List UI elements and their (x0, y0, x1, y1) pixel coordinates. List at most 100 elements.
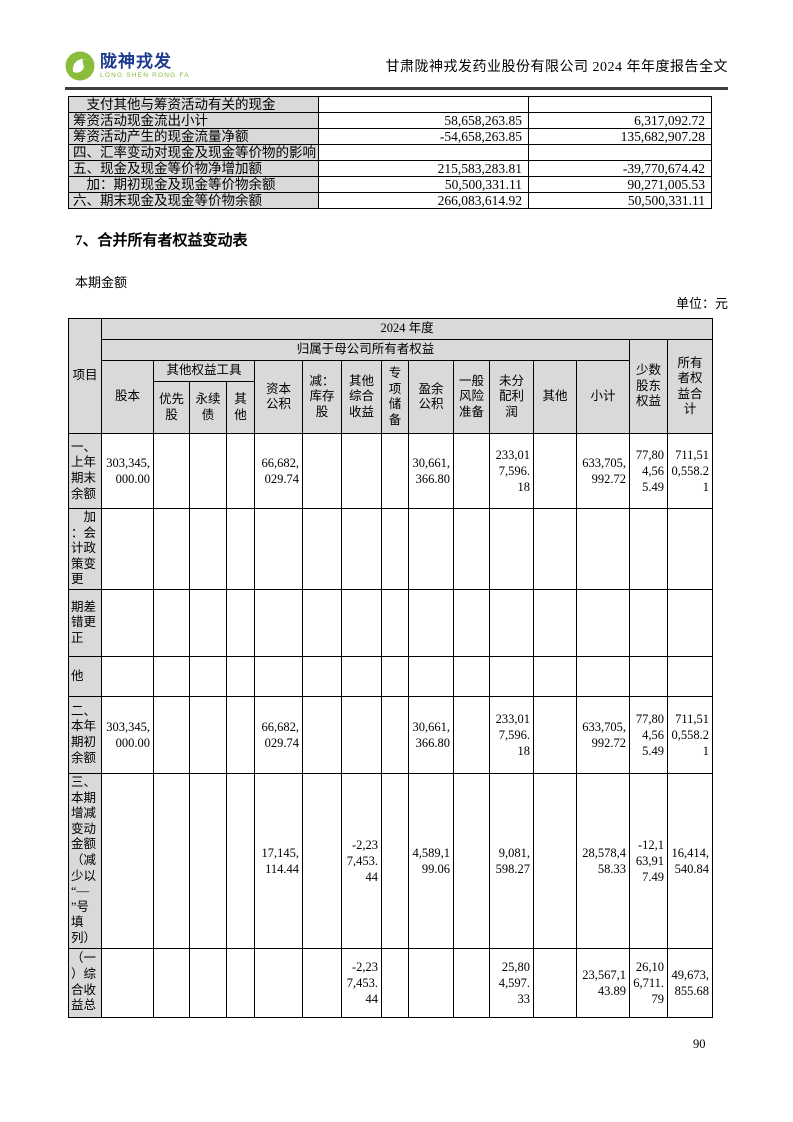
value-cell (302, 588, 342, 657)
value-cell (226, 947, 255, 1018)
row-label: 加：期初现金及现金等价物余额 (68, 176, 319, 193)
value-cell (533, 508, 577, 590)
col-header-capital-reserve: 资本 公积 (254, 360, 303, 434)
value-cell: 90,271,005.53 (528, 176, 712, 193)
col-header-year: 2024 年度 (100, 318, 714, 340)
value-cell (189, 508, 227, 590)
page-header: 陇神戎发 LONG SHEN RONG FA 甘肃陇神戎发药业股份有限公司 20… (65, 44, 728, 90)
value-cell (408, 508, 454, 590)
value-cell (302, 655, 342, 697)
row-label: 二、 本年 期初 余额 (68, 695, 102, 774)
value-cell: 233,017,596.18 (489, 433, 534, 509)
value-cell: 77,804,565.49 (629, 695, 668, 774)
row-label: 一、 上年 期末 余额 (68, 433, 102, 509)
value-cell: 30,661,366.80 (408, 695, 454, 774)
value-cell: -2,237,453.44 (341, 947, 382, 1018)
value-cell (302, 433, 342, 509)
col-header-retained-profit: 未分 配利 润 (489, 360, 534, 434)
value-cell (226, 772, 255, 949)
value-cell: 711,510,558.21 (666, 433, 714, 509)
value-cell (189, 772, 227, 949)
value-cell: 49,673,855.68 (666, 947, 714, 1018)
equity-row: 他 (68, 655, 714, 697)
value-cell (153, 588, 190, 657)
value-cell: 30,661,366.80 (408, 433, 454, 509)
header-row: 归属于母公司所有者权益 少数 股东 权益 所有 者权 益合 计 (69, 339, 714, 434)
value-cell: -54,658,263.85 (318, 128, 529, 145)
document-title: 甘肃陇神戎发药业股份有限公司 2024 年年度报告全文 (385, 59, 728, 75)
value-cell: -39,770,674.42 (528, 160, 712, 177)
value-cell (453, 655, 490, 697)
col-header-other-equity-instruments: 其他权益工具 (153, 360, 255, 382)
value-cell (153, 655, 190, 697)
value-cell (489, 588, 534, 657)
value-cell (453, 433, 490, 509)
logo-en-text: LONG SHEN RONG FA (100, 71, 190, 79)
value-cell (153, 508, 190, 590)
value-cell (408, 655, 454, 697)
value-cell (408, 588, 454, 657)
col-header-other-comprehensive-income: 其他 综合 收益 (341, 360, 382, 434)
value-cell (381, 695, 409, 774)
value-cell (302, 695, 342, 774)
value-cell (318, 96, 529, 113)
value-cell (153, 947, 190, 1018)
col-header-other: 其他 (533, 360, 577, 434)
value-cell (666, 588, 714, 657)
value-cell (489, 655, 534, 697)
header-row: 项目 2024 年度 (68, 318, 714, 434)
value-cell: 215,583,283.81 (318, 160, 529, 177)
period-label: 本期金额 (75, 275, 128, 290)
value-cell (226, 433, 255, 509)
value-cell (153, 433, 190, 509)
value-cell: 16,414,540.84 (666, 772, 714, 949)
value-cell (302, 508, 342, 590)
value-cell (453, 695, 490, 774)
value-cell (254, 655, 303, 697)
value-cell: 66,682,029.74 (254, 695, 303, 774)
section-heading: 7、合并所有者权益变动表 (75, 233, 248, 249)
row-label: 支付其他与筹资活动有关的现金 (68, 96, 319, 113)
value-cell (101, 772, 154, 949)
value-cell (453, 772, 490, 949)
value-cell: 711,510,558.21 (666, 695, 714, 774)
table-row: 五、现金及现金等价物净增加额 215,583,283.81 -39,770,67… (68, 160, 712, 177)
value-cell: -2,237,453.44 (341, 772, 382, 949)
value-cell: 6,317,092.72 (528, 112, 712, 129)
value-cell: 633,705,992.72 (576, 695, 630, 774)
value-cell: 58,658,263.85 (318, 112, 529, 129)
value-cell (341, 655, 382, 697)
value-cell: 17,145,114.44 (254, 772, 303, 949)
row-label: 六、期末现金及现金等价物余额 (68, 192, 319, 209)
col-header-parent-equity: 归属于母公司所有者权益 (101, 339, 630, 361)
value-cell: 23,567,143.89 (576, 947, 630, 1018)
table-row: 筹资活动现金流出小计 58,658,263.85 6,317,092.72 (68, 112, 712, 129)
col-header-item: 项目 (68, 318, 102, 434)
value-cell (576, 655, 630, 697)
value-cell (489, 508, 534, 590)
value-cell (254, 588, 303, 657)
value-cell (533, 695, 577, 774)
value-cell (189, 947, 227, 1018)
value-cell (381, 772, 409, 949)
table-row: 六、期末现金及现金等价物余额 266,083,614.92 50,500,331… (68, 192, 712, 209)
value-cell (226, 695, 255, 774)
cash-flow-table: 支付其他与筹资活动有关的现金 筹资活动现金流出小计 58,658,263.85 … (68, 96, 712, 209)
value-cell: 26,106,711.79 (629, 947, 668, 1018)
value-cell (533, 772, 577, 949)
col-header-oei-other: 其 他 (226, 381, 255, 434)
value-cell (101, 655, 154, 697)
page-number: 90 (693, 1037, 706, 1051)
value-cell (302, 772, 342, 949)
table-row: 支付其他与筹资活动有关的现金 (68, 96, 712, 113)
value-cell (629, 655, 668, 697)
value-cell (453, 508, 490, 590)
value-cell (189, 655, 227, 697)
header-row: 股本 其他权益工具 资本 公积 减： 库存 股 其他 综合 收益 专 项 储 备… (69, 360, 713, 434)
company-logo: 陇神戎发 LONG SHEN RONG FA (65, 51, 190, 81)
value-cell: 50,500,331.11 (318, 176, 529, 193)
row-label: 五、现金及现金等价物净增加额 (68, 160, 319, 177)
value-cell (381, 508, 409, 590)
value-cell: 135,682,907.28 (528, 128, 712, 145)
